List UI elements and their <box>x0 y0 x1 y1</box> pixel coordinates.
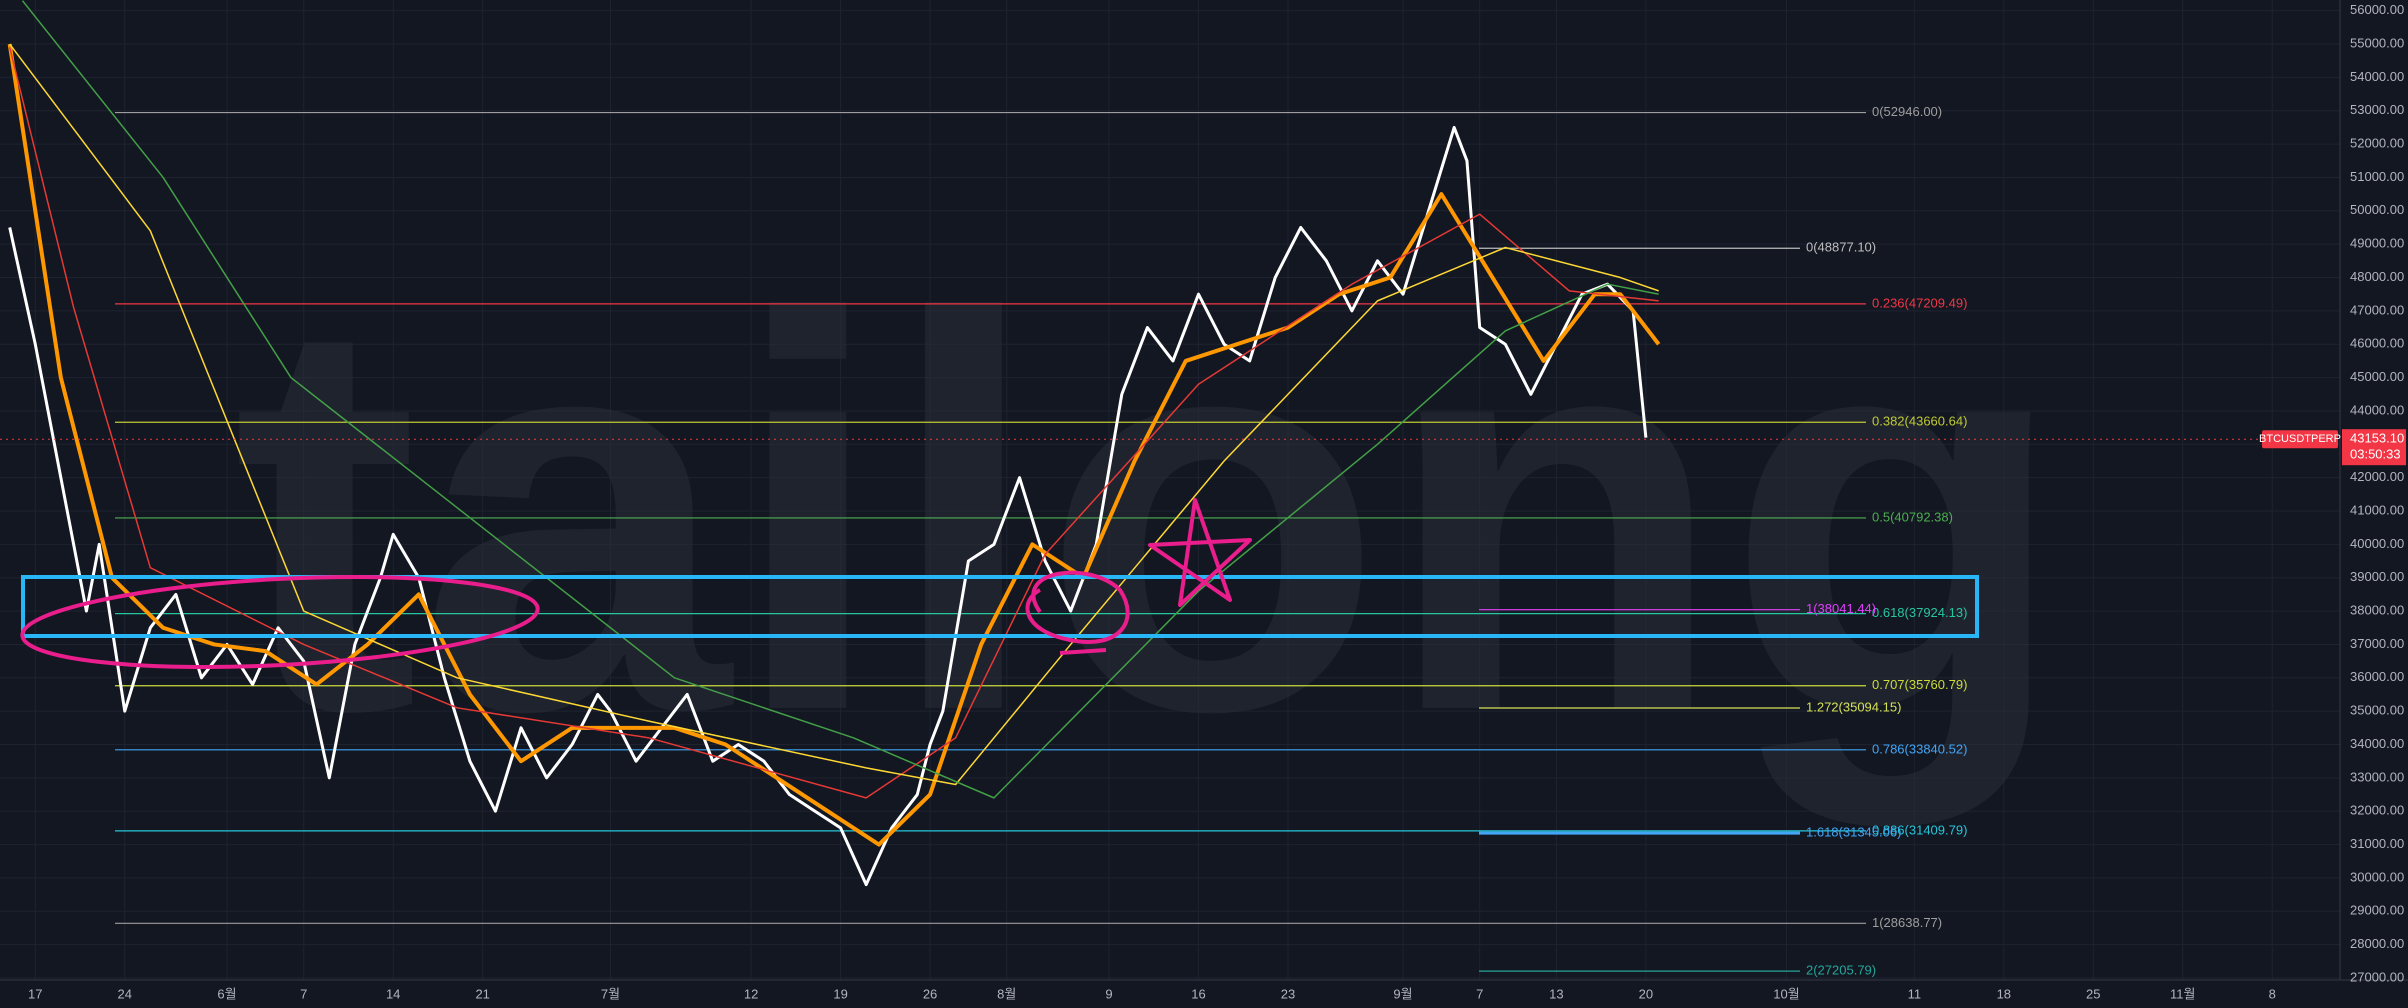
y-tick-label: 34000.00 <box>2350 736 2404 751</box>
x-tick-label: 11 <box>1908 986 1922 1001</box>
x-tick-label: 9월 <box>1393 986 1412 1001</box>
price-line <box>8 125 1648 887</box>
symbol-badge <box>2262 430 2338 449</box>
fib-label: 0.382(43660.64) <box>1872 414 1967 429</box>
fib-label: 1.618(31345.06) <box>1806 825 1901 840</box>
y-tick-label: 35000.00 <box>2350 703 2404 718</box>
y-tick-label: 32000.00 <box>2350 803 2404 818</box>
fib-label: 1(28638.77) <box>1872 915 1942 930</box>
x-tick-label: 16 <box>1191 986 1205 1001</box>
x-tick-label: 12 <box>744 986 758 1001</box>
x-tick-label: 6월 <box>217 986 236 1001</box>
x-tick-label: 26 <box>923 986 937 1001</box>
y-tick-label: 51000.00 <box>2350 169 2404 184</box>
x-tick-label: 23 <box>1281 986 1295 1001</box>
y-tick-label: 29000.00 <box>2350 903 2404 918</box>
y-tick-label: 48000.00 <box>2350 269 2404 284</box>
y-tick-label: 36000.00 <box>2350 669 2404 684</box>
y-tick-label: 44000.00 <box>2350 402 2404 417</box>
fib-label: 2(27205.79) <box>1806 963 1876 978</box>
fib-label: 0.786(33840.52) <box>1872 741 1967 756</box>
y-tick-label: 33000.00 <box>2350 769 2404 784</box>
price-line <box>7 43 1661 847</box>
y-tick-label: 55000.00 <box>2350 35 2404 50</box>
x-tick-label: 18 <box>1997 986 2011 1001</box>
fib-label: 1.272(35094.15) <box>1806 699 1901 714</box>
box-drawing <box>21 575 1979 638</box>
watermark: tailong <box>232 201 2067 831</box>
x-tick-label: 10월 <box>1773 986 1799 1001</box>
series <box>0 0 2340 887</box>
price-badge <box>2342 429 2406 466</box>
fib-label: 0(48877.10) <box>1806 240 1876 255</box>
fib-label: 0(52946.00) <box>1872 104 1942 119</box>
star-drawing <box>1148 498 1252 607</box>
ellipse-drawing <box>20 574 540 670</box>
y-tick-label: 28000.00 <box>2350 936 2404 951</box>
x-tick-label: 17 <box>28 986 42 1001</box>
symbol-label: BTCUSDTPERP <box>2259 433 2341 445</box>
x-tick-label: 7 <box>1476 986 1483 1001</box>
fib-label: 0.5(40792.38) <box>1872 509 1953 524</box>
y-tick-label: 37000.00 <box>2350 636 2404 651</box>
fib-label: 0.618(37924.13) <box>1872 605 1967 620</box>
price-line <box>21 0 1659 799</box>
fibonacci: 0(52946.00) 0.236(47209.49) 0.382(43660.64… <box>115 104 1967 978</box>
y-tick-label: 39000.00 <box>2350 569 2404 584</box>
axes: 27000.00 28000.00 29000.00 30000.00 31000.00… <box>28 2 2406 1001</box>
fib-label: 0.707(35760.79) <box>1872 677 1967 692</box>
y-tick-label: 45000.00 <box>2350 369 2404 384</box>
y-tick-label: 46000.00 <box>2350 336 2404 351</box>
y-tick-label: 52000.00 <box>2350 136 2404 151</box>
y-tick-label: 56000.00 <box>2350 2 2404 17</box>
price-label: 43153.10 <box>2350 431 2404 446</box>
y-tick-label: 30000.00 <box>2350 869 2404 884</box>
y-tick-label: 42000.00 <box>2350 469 2404 484</box>
y-tick-label: 50000.00 <box>2350 202 2404 217</box>
y-tick-label: 47000.00 <box>2350 302 2404 317</box>
y-axis <box>2340 0 2408 1008</box>
price-line <box>8 47 1659 799</box>
x-tick-label: 19 <box>833 986 847 1001</box>
y-tick-label: 53000.00 <box>2350 102 2404 117</box>
x-tick-label: 24 <box>118 986 132 1001</box>
x-tick-label: 21 <box>475 986 489 1001</box>
y-tick-label: 40000.00 <box>2350 536 2404 551</box>
y-tick-label: 54000.00 <box>2350 69 2404 84</box>
x-tick-label: 11월 <box>2170 986 2195 1001</box>
countdown-label: 03:50:33 <box>2350 447 2401 462</box>
circle-drawing <box>1025 570 1130 655</box>
fib-label: 0.236(47209.49) <box>1872 295 1967 310</box>
x-tick-label: 20 <box>1639 986 1653 1001</box>
x-tick-label: 14 <box>386 986 400 1001</box>
x-tick-label: 7월 <box>601 986 620 1001</box>
x-tick-label: 7 <box>300 986 307 1001</box>
x-tick-label: 8월 <box>997 986 1016 1001</box>
y-tick-label: 31000.00 <box>2350 836 2404 851</box>
x-tick-label: 13 <box>1549 986 1563 1001</box>
x-tick-label: 25 <box>2086 986 2100 1001</box>
y-tick-label: 41000.00 <box>2350 502 2404 517</box>
x-tick-label: 9 <box>1105 986 1112 1001</box>
grid <box>0 0 2340 980</box>
fib-label: 0.886(31409.79) <box>1872 822 1967 837</box>
price-line <box>9 43 1659 786</box>
y-tick-label: 49000.00 <box>2350 236 2404 251</box>
y-tick-label: 27000.00 <box>2350 969 2404 984</box>
y-tick-label: 38000.00 <box>2350 603 2404 618</box>
x-tick-label: 8 <box>2269 986 2276 1001</box>
fib-label: 1(38041.44) <box>1806 601 1876 616</box>
